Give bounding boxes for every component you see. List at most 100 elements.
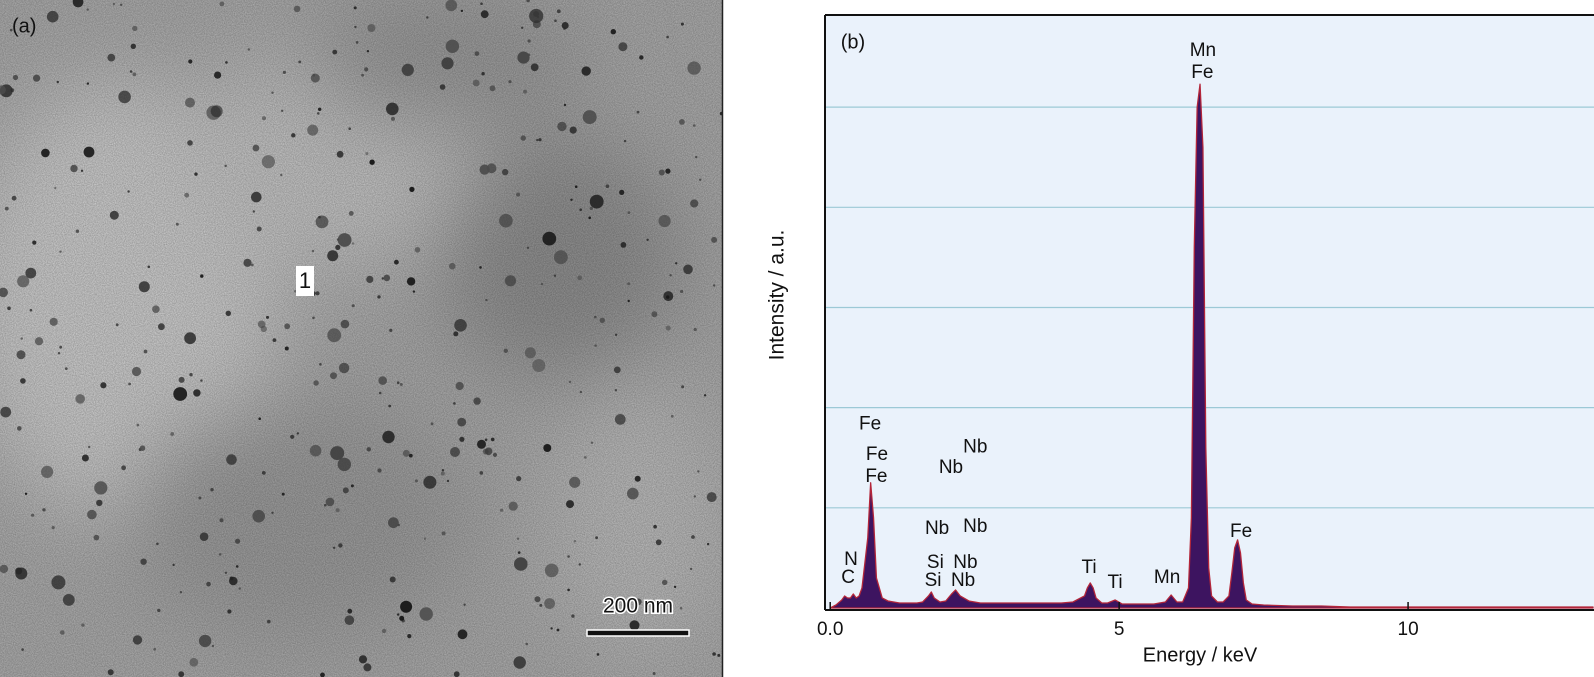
precipitate [613,366,621,374]
precipitate [83,146,95,158]
precipitate [59,250,62,253]
precipitate [256,226,262,232]
precipitate [284,346,289,351]
precipitate [459,436,465,442]
precipitate [463,603,466,606]
precipitate [492,452,498,457]
peak-label: Nb [963,437,987,458]
peak-label: Nb [951,570,975,591]
precipitate [218,553,222,556]
precipitate [589,206,593,211]
precipitate [566,500,574,509]
precipitate [252,509,265,523]
precipitate [262,116,266,121]
precipitate [298,60,302,64]
peak-label: Ti [1108,572,1123,593]
precipitate [383,274,391,282]
precipitate [396,381,400,385]
precipitate [378,376,388,385]
precipitate [409,186,415,192]
precipitate [540,282,544,286]
precipitate [364,67,369,72]
precipitate [227,609,232,614]
precipitate [670,414,674,418]
precipitate [235,538,241,544]
precipitate [514,557,528,571]
precipitate [226,454,237,465]
precipitate [446,479,450,483]
precipitate [627,487,639,500]
precipitate [579,390,583,394]
precipitate [578,563,581,566]
precipitate [453,331,459,337]
precipitate [658,169,665,176]
precipitate [646,238,649,241]
precipitate [655,539,662,546]
precipitate [312,73,316,77]
precipitate [516,537,520,540]
precipitate [332,49,338,55]
precipitate [675,262,678,265]
precipitate [107,53,116,62]
precipitate [717,653,721,657]
precipitate [440,471,445,476]
peak-label: Nb [953,552,977,573]
precipitate [588,216,591,220]
precipitate [0,287,8,298]
precipitates [0,0,722,677]
peak-label: Fe [859,414,881,435]
precipitate [247,48,250,51]
precipitate [569,126,577,134]
peak-label: Fe [865,466,887,487]
precipitate [317,112,320,115]
precipitate [24,492,28,495]
precipitate [479,164,490,175]
precipitate [128,382,132,386]
precipitate [457,417,467,427]
precipitate [70,164,78,173]
precipitate [318,107,322,112]
precipitate [571,614,575,618]
precipitate [693,327,697,332]
precipitate [480,2,483,5]
precipitate [419,607,433,621]
precipitate [634,475,641,482]
precipitate [378,391,382,395]
precipitate [49,317,58,326]
precipitate [178,671,185,677]
precipitate [51,526,55,530]
precipitate [397,613,400,616]
precipitate [193,389,201,397]
precipitate [570,198,573,201]
precipitate [350,484,354,488]
precipitate [627,282,631,286]
precipitate [445,0,458,12]
precipitate [693,495,696,498]
x-tick-label: 0.0 [817,619,843,640]
precipitate [184,332,197,345]
precipitate [534,596,541,603]
precipitate [556,628,560,632]
precipitate [455,381,464,391]
precipitate [132,72,137,77]
precipitate [153,647,157,651]
precipitate [529,8,544,24]
precipitate [194,172,198,176]
precipitate [550,627,553,630]
precipitate [225,61,228,64]
precipitate [614,333,618,336]
precipitate [527,53,531,57]
precipitate [0,564,9,574]
precipitate [517,51,530,64]
precipitate [20,378,26,384]
precipitate [636,110,640,114]
precipitate [484,438,488,442]
precipitate [542,231,557,246]
precipitate [394,259,399,265]
precipitate [224,164,227,168]
precipitate [473,397,481,405]
peak-label: Fe [866,444,888,465]
precipitate [679,606,683,610]
precipitate [41,465,54,478]
precipitate [388,404,392,408]
